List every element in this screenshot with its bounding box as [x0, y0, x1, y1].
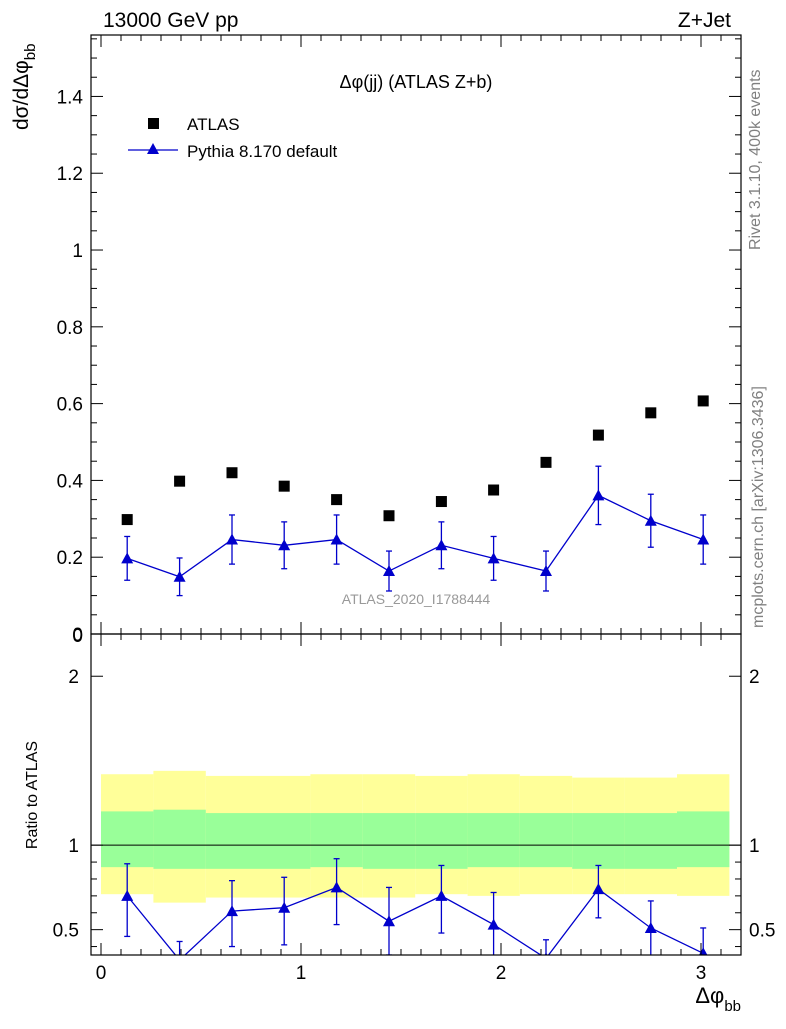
main-y-tick-label: 1.4 — [57, 87, 84, 108]
pythia-point — [330, 533, 343, 545]
pythia-point — [383, 565, 395, 577]
ratio-point — [330, 881, 343, 893]
ratio-x-tick-label: 0 — [96, 963, 107, 984]
atlas-point — [697, 395, 709, 407]
x-axis-label-sub: bb — [724, 998, 741, 1015]
ratio-band-inner — [101, 811, 154, 868]
ratio-y-tick-label-right: 1 — [749, 836, 760, 857]
main-y-tick-label: 1 — [72, 241, 83, 262]
rivet-label: Rivet 3.1.10, 400k events — [747, 69, 764, 250]
main-panel: 0 0.2 0.4 0.6 0.8 1 1.2 1.4 dσ/dΔφbb Δφ(jj) (ATLA… — [10, 34, 742, 647]
ratio-y-tick-label-left: 1 — [68, 836, 79, 857]
main-y-tick-label: 0.4 — [57, 471, 84, 492]
ratio-x-tick-label: 3 — [696, 963, 707, 984]
main-y-axis-label-main: dσ/dΔφ — [10, 60, 33, 130]
main-y-tick-label: 0.2 — [57, 548, 83, 569]
pythia-point — [644, 514, 657, 526]
pythia-point — [278, 539, 291, 551]
main-y-tick-label: 0 — [72, 625, 83, 646]
ratio-point — [592, 883, 605, 895]
ratio-y-tick-label-right: 2 — [749, 667, 760, 688]
ratio-series-line — [126, 886, 704, 955]
ratio-band-inner — [624, 813, 677, 869]
ratio-point — [644, 921, 657, 933]
atlas-point — [592, 429, 604, 441]
main-y-tick-label: 1.2 — [57, 164, 83, 185]
ratio-frame — [90, 633, 742, 956]
atlas-point — [226, 467, 238, 479]
atlas-point — [174, 475, 186, 487]
analysis-watermark: ATLAS_2020_I1788444 — [342, 591, 491, 607]
main-y-axis-label-sub: bb — [22, 44, 39, 61]
ratio-point — [226, 905, 238, 917]
ratio-y-axis-label: Ratio to ATLAS — [24, 741, 41, 849]
ratio-y-tick-label-left: 0.5 — [53, 921, 79, 942]
pythia-point — [487, 552, 500, 564]
energy-label: 13000 GeV pp — [103, 9, 238, 32]
legend-atlas-marker — [148, 118, 159, 129]
ratio-point — [544, 952, 548, 955]
ratio-point — [699, 947, 708, 955]
ratio-band-inner — [362, 813, 416, 869]
ratio-plot-area — [91, 770, 741, 955]
atlas-point — [645, 407, 657, 419]
ratio-point — [278, 901, 291, 913]
pythia-series-line — [126, 494, 704, 578]
plot-title: Δφ(jj) (ATLAS Z+b) — [340, 72, 493, 92]
atlas-point — [331, 494, 343, 506]
atlas-point — [121, 514, 133, 526]
ratio-band-inner — [258, 813, 311, 869]
pythia-point — [697, 533, 710, 545]
ratio-band-inner — [153, 809, 206, 869]
ratio-band-inner — [572, 813, 625, 869]
main-y-tick-label-zero: 0 — [72, 626, 83, 647]
atlas-point — [540, 456, 552, 468]
x-axis-label-main: Δφ — [695, 983, 724, 1008]
main-y-axis-label: dσ/dΔφbb — [10, 44, 39, 131]
ratio-point — [179, 954, 181, 955]
ratio-x-tick-label: 2 — [496, 963, 507, 984]
ratio-point — [121, 889, 134, 901]
atlas-point — [278, 480, 290, 492]
pythia-point — [435, 539, 448, 551]
atlas-point — [383, 510, 395, 522]
ratio-band-inner — [205, 813, 258, 869]
main-y-tick-label: 0.8 — [57, 318, 83, 339]
atlas-point — [488, 484, 500, 496]
ratio-point — [435, 889, 448, 901]
ratio-band-inner — [415, 813, 468, 869]
ratio-y-tick-label-left: 2 — [68, 667, 79, 688]
ratio-band-inner — [519, 813, 573, 868]
legend-pythia-marker — [147, 143, 159, 154]
pythia-point — [540, 565, 552, 577]
legend-atlas-label: ATLAS — [187, 115, 240, 134]
ratio-point — [487, 918, 500, 930]
atlas-point — [435, 496, 447, 508]
ratio-x-tick-label: 1 — [296, 963, 307, 984]
pythia-point — [121, 552, 134, 564]
main-y-tick-label: 0.6 — [57, 395, 83, 416]
legend-pythia-label: Pythia 8.170 default — [187, 142, 338, 161]
ratio-band-inner — [677, 811, 730, 868]
ratio-band-inner — [467, 813, 520, 868]
ratio-panel: 0.5 0.5 1 1 2 2 0 1 2 3 Ratio to ATLAS Δφbb — [24, 633, 775, 1015]
ratio-point — [383, 915, 395, 927]
ratio-y-tick-label-right: 0.5 — [749, 921, 775, 942]
x-axis-label: Δφbb — [695, 983, 741, 1015]
pythia-point — [173, 570, 186, 582]
mcplots-label: mcplots.cern.ch [arXiv:1306.3436] — [750, 386, 767, 628]
process-label: Z+Jet — [678, 9, 731, 32]
pythia-point — [592, 489, 605, 501]
pythia-point — [226, 533, 238, 545]
